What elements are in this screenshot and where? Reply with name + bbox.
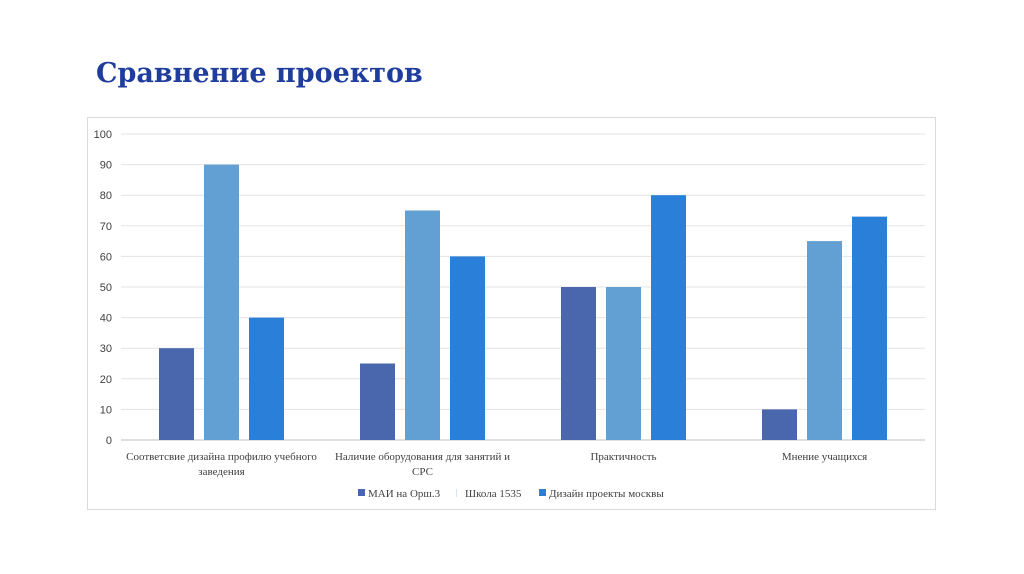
bar [807,241,842,440]
legend-label: Школа 1535 [465,488,522,500]
y-tick-label: 60 [100,251,112,263]
bar [762,409,797,440]
y-tick-label: 70 [100,221,112,233]
chart-frame [87,117,936,510]
legend-marker [539,489,546,496]
bar [249,317,284,440]
bar [450,256,485,440]
y-tick-label: 0 [106,435,112,447]
x-category-label: заведения [198,466,244,478]
legend-marker [456,489,457,497]
x-category-label: Практичность [590,451,656,463]
legend-label: Дизайн проекты москвы [549,488,664,500]
legend-label: МАИ на Орш.3 [368,488,441,500]
bar [561,287,596,440]
bar [606,287,641,440]
bar [159,348,194,440]
y-tick-label: 90 [100,160,112,172]
y-tick-label: 40 [100,313,112,325]
y-tick-label: 100 [94,129,112,141]
x-category-label: Соответсвие дизайна профилю учебного [126,451,317,463]
bar [204,164,239,440]
legend-marker [358,489,365,496]
y-tick-label: 10 [100,404,112,416]
bar [405,210,440,440]
x-category-label: СРС [412,466,433,478]
y-tick-label: 30 [100,343,112,355]
x-category-label: Наличие оборудования для занятий и [335,451,510,463]
bar [852,216,887,440]
y-tick-label: 50 [100,282,112,294]
x-category-label: Мнение учащихся [782,451,867,463]
y-tick-label: 20 [100,374,112,386]
bar [360,363,395,440]
bar [651,195,686,440]
y-tick-label: 80 [100,190,112,202]
slide-title: Сравнение проектов [96,58,423,89]
